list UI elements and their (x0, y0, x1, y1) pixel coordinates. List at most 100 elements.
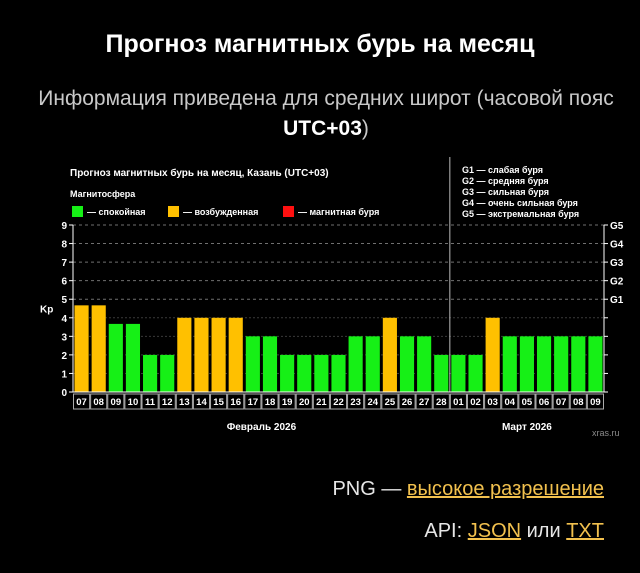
bar-19 (280, 354, 295, 392)
page-title: Прогноз магнитных бурь на месяц (105, 30, 535, 58)
right-label-g4: G4 (610, 240, 624, 251)
bar-02 (468, 354, 483, 392)
x-tick-box (501, 393, 519, 410)
x-tick-box (466, 393, 485, 410)
y-axis-label: Kp (40, 305, 53, 316)
bar-16 (228, 317, 243, 392)
x-tick-box (484, 393, 502, 410)
bar-26 (399, 336, 415, 392)
bar-28 (434, 354, 449, 392)
x-tick-box (398, 393, 416, 410)
x-tick-label: 07 (76, 397, 87, 408)
right-label-g3: G3 (610, 258, 624, 269)
y-tick-label: 7 (61, 258, 67, 269)
bar-20 (297, 354, 312, 392)
png-link-row: PNG — высокое разрешение (332, 478, 604, 501)
high-resolution-link[interactable]: высокое разрешение (406, 478, 604, 500)
right-label-g1: G1 (610, 295, 624, 306)
x-tick-label: 03 (487, 397, 498, 408)
subtitle-end: ) (361, 117, 369, 140)
txt-link[interactable]: TXT (566, 520, 604, 542)
x-tick-label: 08 (573, 397, 584, 408)
x-tick-label: 23 (350, 397, 361, 408)
x-tick-label: 09 (590, 397, 601, 408)
x-tick-box (227, 393, 245, 410)
x-tick-box (158, 393, 176, 410)
x-tick-box (295, 393, 313, 410)
bar-25 (382, 317, 397, 392)
x-tick-box (261, 393, 279, 410)
x-tick-box (329, 393, 348, 410)
x-tick-box (535, 393, 553, 410)
x-tick-label: 18 (265, 397, 276, 408)
y-tick-label: 2 (61, 351, 67, 362)
x-tick-box (586, 393, 605, 410)
x-tick-label: 05 (522, 397, 533, 408)
bar-06 (536, 336, 552, 392)
bar-07 (554, 336, 569, 392)
bar-01 (451, 354, 466, 392)
x-tick-box (210, 393, 228, 410)
bar-10 (125, 323, 141, 392)
right-label-g5: G5 (610, 221, 624, 232)
legend-label-disturbed: — возбужденная (183, 207, 258, 217)
y-tick-label: 1 (61, 369, 67, 380)
g-scale-item: G4 — очень сильная буря (462, 198, 578, 208)
legend-label-storm: — магнитная буря (298, 207, 379, 217)
x-tick-label: 11 (145, 397, 156, 408)
bar-21 (314, 354, 329, 392)
x-tick-box (90, 393, 108, 410)
x-tick-box (552, 393, 570, 410)
x-tick-label: 24 (367, 397, 378, 408)
bar-27 (417, 336, 432, 392)
y-tick-label: 8 (61, 240, 67, 251)
legend-title: Магнитосфера (70, 189, 136, 199)
x-tick-label: 28 (436, 397, 447, 408)
x-tick-box (312, 393, 330, 410)
g-scale-item: G3 — сильная буря (462, 187, 549, 197)
y-tick-label: 9 (61, 221, 67, 232)
x-tick-box (432, 393, 450, 410)
y-tick-label: 3 (61, 332, 67, 343)
bar-14 (194, 317, 209, 392)
subtitle-text: Информация приведена для средних широт (… (38, 87, 614, 110)
bar-03 (485, 317, 500, 392)
x-tick-label: 04 (505, 397, 516, 408)
x-tick-label: 14 (196, 397, 207, 408)
api-label: API: (424, 520, 468, 542)
bar-13 (177, 317, 192, 392)
api-link-row: API: JSON или TXT (424, 520, 604, 543)
month-label: Февраль 2026 (227, 422, 297, 433)
page-subtitle: Информация приведена для средних широт (… (36, 84, 616, 144)
x-tick-label: 12 (162, 397, 173, 408)
bar-18 (262, 336, 278, 392)
x-tick-box (141, 393, 159, 410)
bar-07 (74, 305, 89, 392)
y-tick-label: 4 (61, 314, 67, 325)
right-label-g2: G2 (610, 277, 624, 288)
x-tick-label: 06 (539, 397, 550, 408)
bar-08 (91, 305, 106, 392)
bar-04 (502, 336, 517, 392)
json-link[interactable]: JSON (467, 520, 522, 542)
x-tick-label: 09 (111, 397, 122, 408)
bar-05 (519, 336, 534, 392)
x-tick-box (244, 393, 262, 410)
x-tick-label: 25 (385, 397, 396, 408)
bar-17 (245, 336, 260, 392)
y-tick-label: 6 (61, 277, 67, 288)
legend-swatch-quiet (72, 206, 83, 217)
or-text: или (521, 520, 567, 542)
legend-label-quiet: — спокойная (87, 207, 146, 217)
bar-24 (365, 336, 380, 392)
x-tick-label: 01 (453, 397, 464, 408)
x-tick-box (569, 393, 587, 410)
y-tick-label: 5 (61, 295, 67, 306)
chart-title: Прогноз магнитных бурь на месяц, Казань … (70, 167, 329, 179)
x-tick-label: 10 (128, 397, 139, 408)
x-tick-label: 27 (419, 397, 430, 408)
g-scale-item: G5 — экстремальная буря (462, 209, 579, 219)
x-tick-label: 20 (299, 397, 310, 408)
x-tick-label: 17 (248, 397, 259, 408)
x-tick-label: 07 (556, 397, 567, 408)
